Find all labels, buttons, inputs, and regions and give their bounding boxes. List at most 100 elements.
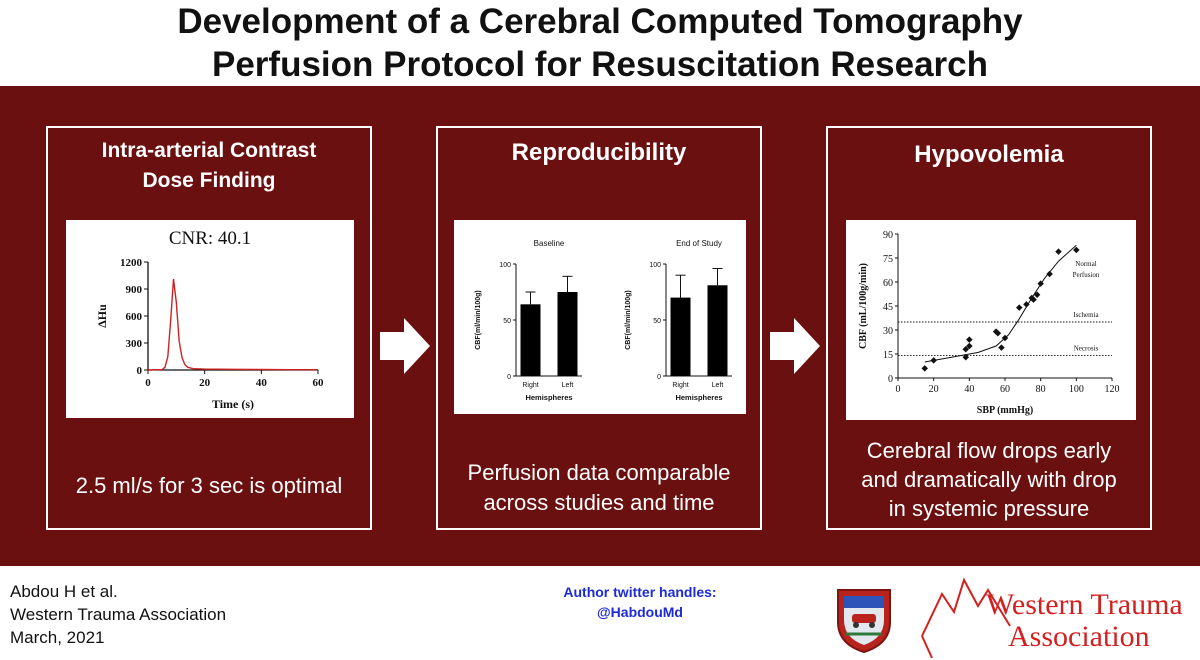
reproducibility-bar-charts: Baseline 0 50 100 CBF(ml/min/100g) Right Left H… [475, 239, 732, 402]
data-point [1055, 248, 1062, 255]
heading-line-2: Dose Finding [142, 169, 276, 192]
data-point [1001, 334, 1009, 342]
panel-caption: 2.5 ml/s for 3 sec is optimal [48, 471, 370, 501]
y-tick-label: 0 [888, 374, 893, 385]
region-label: Perfusion [1073, 271, 1100, 279]
hypovolemia-scatter-chart: 0 15 30 45 60 75 90 0 20 40 60 80 100 120 SBP (mmHg) CB… [858, 230, 1120, 416]
fit-curve [924, 244, 1077, 363]
chart-panel: CNR: 40.1 0 300 600 900 1200 0 20 40 60 Time (s) ΔH… [66, 220, 354, 418]
caption-line-1: Perfusion data comparable [467, 460, 731, 485]
arrow-right-icon [380, 318, 430, 374]
data-point [1016, 304, 1023, 311]
x-axis-label: Hemispheres [675, 393, 722, 402]
chart-panel: 0 15 30 45 60 75 90 0 20 40 60 80 100 120 SBP (mmHg) CB… [846, 220, 1136, 420]
x-tick-label: 20 [199, 377, 211, 389]
bar [707, 285, 728, 376]
y-tick-label: 15 [883, 350, 893, 361]
x-tick-label: 0 [896, 384, 901, 395]
panel-caption: Cerebral flow drops early and dramatical… [828, 436, 1150, 523]
x-tick-label: 80 [1036, 384, 1046, 395]
y-tick-label: 60 [883, 278, 893, 289]
footer-date: March, 2021 [10, 628, 105, 647]
caption-line-2: across studies and time [483, 490, 715, 515]
panel-hypovolemia: Hypovolemia 0 15 30 45 60 75 90 0 20 40 60 80 100 120… [826, 126, 1152, 530]
panel-caption: Perfusion data comparable across studies… [438, 458, 760, 518]
x-tick-label: 120 [1105, 384, 1120, 395]
panel-heading: Reproducibility [438, 138, 760, 168]
footer-author: Abdou H et al. [10, 582, 118, 601]
bar [520, 304, 541, 376]
x-tick-label: 40 [256, 377, 267, 389]
heading-line-1: Reproducibility [511, 139, 687, 166]
x-tick-label: 40 [964, 384, 974, 395]
y-tick-label: 0 [507, 374, 511, 381]
y-tick-label: 0 [657, 374, 661, 381]
y-tick-label: 900 [126, 284, 143, 296]
contrast-line-chart: CNR: 40.1 0 300 600 900 1200 0 20 40 60 Time (s) ΔH… [95, 228, 325, 411]
caption-line-1: Cerebral flow drops early [866, 438, 1112, 463]
y-tick-label: 75 [883, 254, 893, 265]
y-axis-label: CBF (mL/100g/min) [858, 263, 869, 349]
data-point [930, 357, 937, 364]
panel-dose-finding: Intra-arterial Contrast Dose Finding CNR… [46, 126, 372, 530]
category-label: Right [522, 382, 538, 389]
x-axis-label: Hemispheres [525, 393, 572, 402]
x-axis-label: Time (s) [212, 397, 254, 411]
y-tick-label: 100 [649, 262, 661, 269]
x-axis-label: SBP (mmHg) [977, 405, 1033, 416]
y-tick-label: 50 [503, 318, 511, 325]
data-point [1023, 301, 1030, 308]
y-tick-label: 50 [653, 318, 661, 325]
contrast-curve [147, 279, 319, 371]
y-tick-label: 1200 [120, 257, 143, 269]
y-tick-label: 600 [126, 311, 143, 323]
y-tick-label: 0 [137, 365, 143, 377]
mountain-logo-icon [921, 577, 1011, 659]
y-axis-label: CBF(ml/min/100g) [625, 290, 632, 350]
y-axis-label: CBF(ml/min/100g) [475, 290, 482, 350]
chart-title: CNR: 40.1 [169, 228, 251, 249]
panel-heading: Hypovolemia [828, 140, 1150, 170]
category-label: Left [712, 382, 724, 389]
heading-line-1: Intra-arterial Contrast [101, 139, 317, 162]
wta-logo-line-1: Western Trauma [986, 588, 1183, 621]
threshold-label: Ischemia [1073, 311, 1099, 319]
caption-line-2: and dramatically with drop [861, 467, 1117, 492]
footer-citation: Abdou H et al. Western Trauma Associatio… [10, 580, 226, 649]
y-tick-label: 30 [883, 326, 893, 337]
caption-line-1: 2.5 ml/s for 3 sec is optimal [75, 473, 343, 498]
x-tick-label: 100 [1069, 384, 1084, 395]
x-tick-label: 20 [929, 384, 939, 395]
twitter-handle: @HabdouMd [597, 604, 683, 620]
arrow-right-icon [770, 318, 820, 374]
threshold-label: Necrosis [1074, 345, 1099, 353]
bar-chart-title: End of Study [676, 239, 722, 248]
bar [557, 292, 578, 376]
x-tick-label: 60 [313, 377, 325, 389]
footer-association: Western Trauma Association [10, 605, 227, 624]
x-tick-label: 0 [145, 377, 151, 389]
wta-logo: Western Trauma Association [920, 566, 1200, 660]
y-tick-label: 100 [499, 262, 511, 269]
bar-chart-title: Baseline [534, 239, 565, 248]
data-point [921, 365, 929, 372]
panel-reproducibility: Reproducibility Baseline 0 50 100 CBF(ml/min… [436, 126, 762, 530]
title-line-2: Perfusion Protocol for Resuscitation Res… [211, 45, 988, 84]
bar [670, 297, 691, 376]
y-tick-label: 90 [883, 230, 893, 241]
heading-line-1: Hypovolemia [914, 141, 1064, 168]
wta-logo-line-2: Association [1008, 620, 1150, 653]
chart-panel: Baseline 0 50 100 CBF(ml/min/100g) Right Left H… [454, 220, 746, 414]
category-label: Left [562, 382, 574, 389]
region-label: Normal [1075, 260, 1096, 268]
panel-heading: Intra-arterial Contrast Dose Finding [48, 136, 370, 196]
data-point [1046, 270, 1053, 278]
y-tick-label: 45 [883, 302, 893, 313]
data-point [966, 336, 973, 343]
twitter-handles: Author twitter handles: @HabdouMd [530, 582, 750, 622]
category-label: Right [672, 382, 688, 389]
wta-badge-icon [837, 589, 891, 654]
poster-title: Development of a Cerebral Computed Tomog… [0, 0, 1200, 86]
x-tick-label: 60 [1000, 384, 1010, 395]
data-point [998, 344, 1005, 351]
